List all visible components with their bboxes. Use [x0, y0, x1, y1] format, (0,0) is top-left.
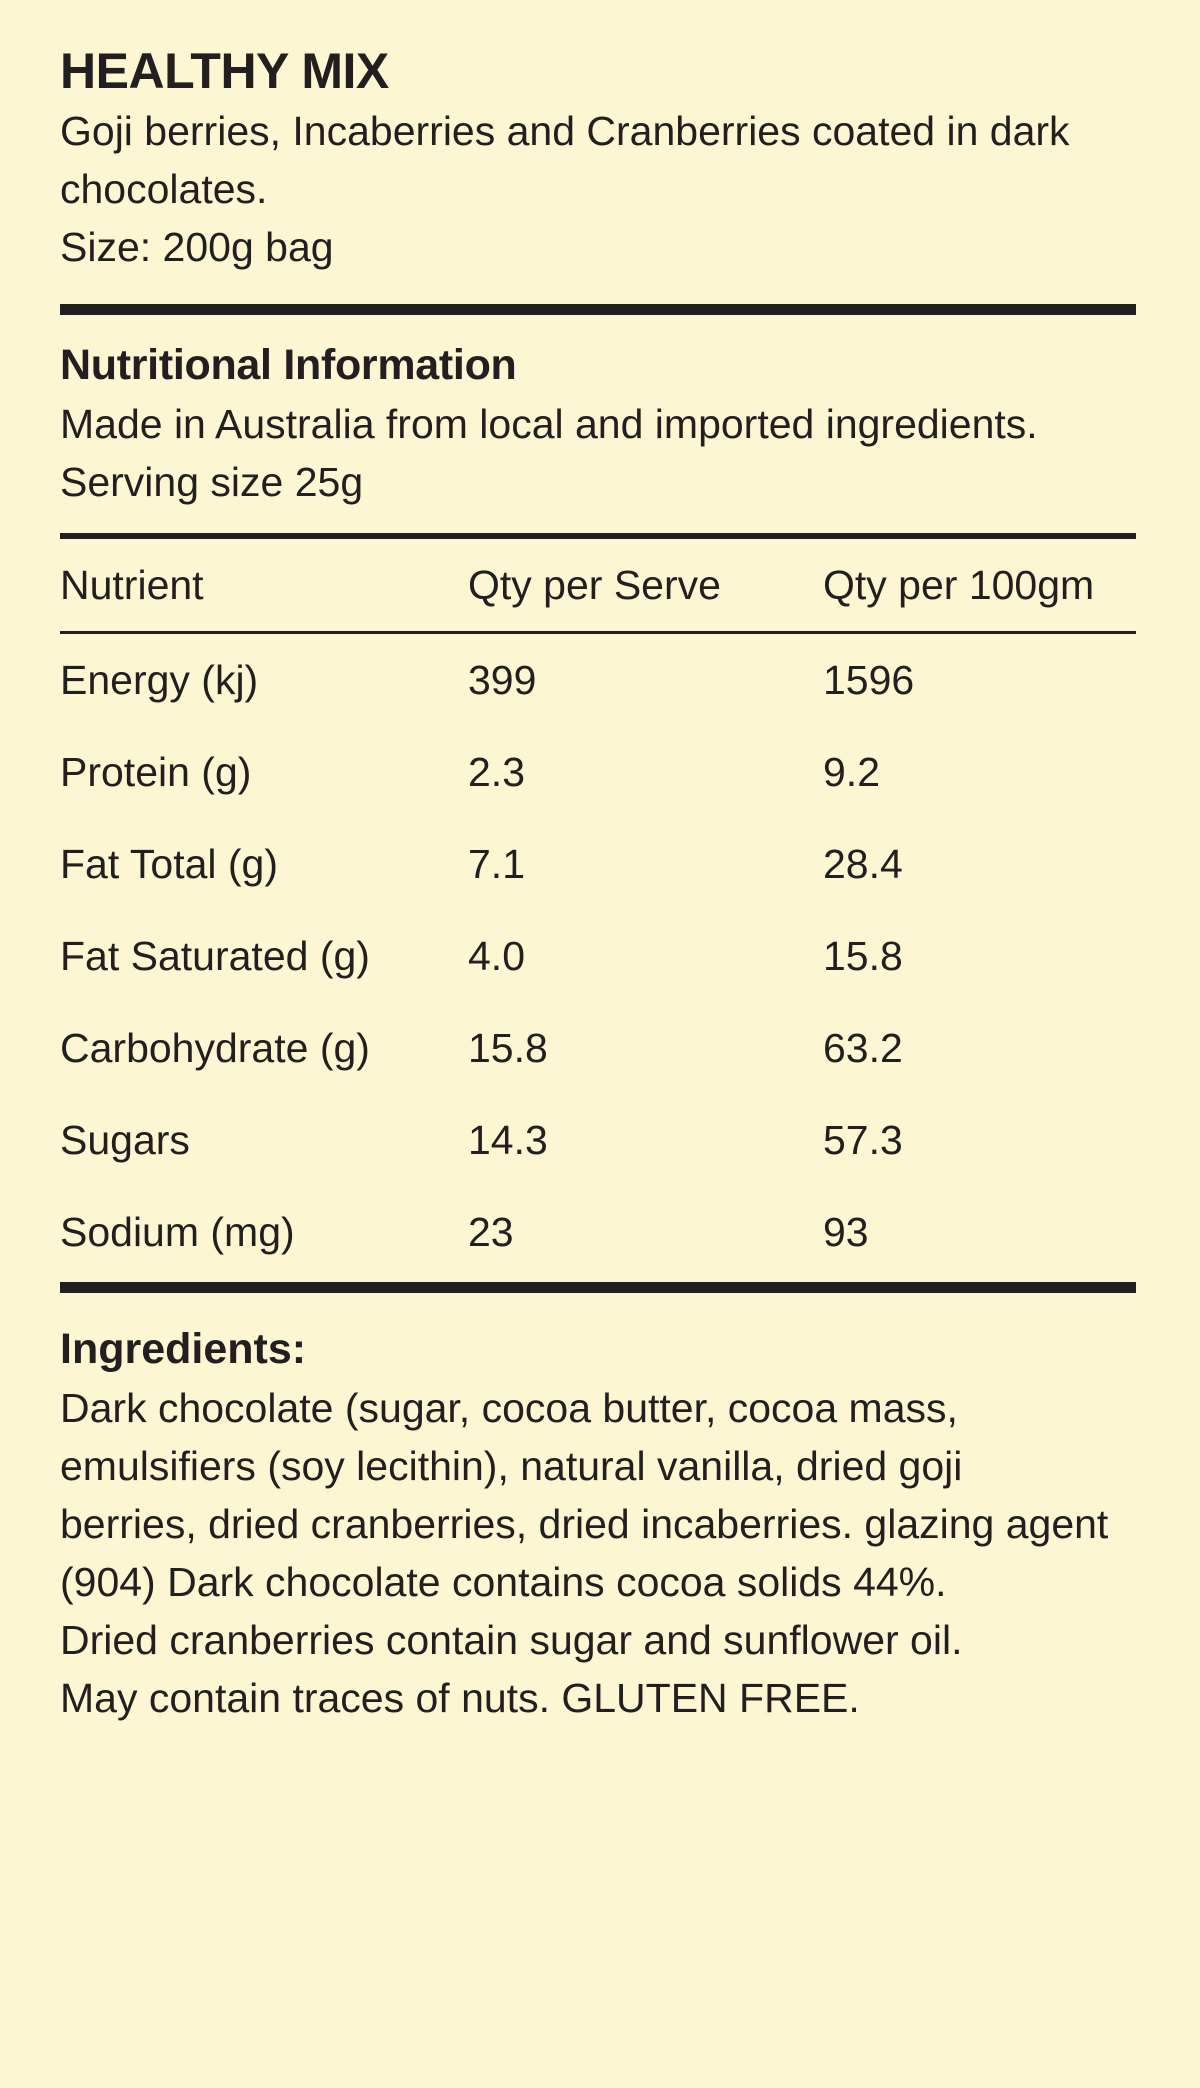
serving-size: Serving size 25g: [60, 459, 364, 505]
product-title: HEALTHY MIX: [60, 43, 389, 99]
ingredients-line: Dark chocolate (sugar, cocoa butter, coc…: [60, 1385, 958, 1431]
product-size: Size: 200g bag: [60, 224, 334, 270]
nutrition-label: HEALTHY MIX Goji berries, Incaberries an…: [60, 40, 1136, 1727]
qty-per-100: 15.8: [823, 932, 903, 979]
ingredients-line: (904) Dark chocolate contains cocoa soli…: [60, 1559, 947, 1605]
ingredients-line: berries, dried cranberries, dried incabe…: [60, 1501, 1109, 1547]
origin-statement: Made in Australia from local and importe…: [60, 401, 1038, 447]
table-header-row: Nutrient Qty per Serve Qty per 100gm: [60, 539, 1136, 634]
table-row: Fat Saturated (g) 4.0 15.8: [60, 910, 1136, 1002]
qty-per-100: 9.2: [823, 748, 880, 795]
qty-per-serve: 399: [468, 656, 537, 703]
nutrient-name: Sodium (mg): [60, 1208, 295, 1255]
ingredients-line: emulsifiers (soy lecithin), natural vani…: [60, 1443, 963, 1489]
ingredients-text: Dark chocolate (sugar, cocoa butter, coc…: [60, 1379, 1136, 1727]
qty-per-100: 1596: [823, 656, 915, 703]
ingredients-heading: Ingredients:: [60, 1325, 307, 1373]
qty-per-serve: 4.0: [468, 932, 525, 979]
qty-per-serve: 14.3: [468, 1116, 548, 1163]
nutrient-name: Carbohydrate (g): [60, 1024, 370, 1071]
column-header-per-serve: Qty per Serve: [468, 561, 721, 608]
ingredients-line: Dried cranberries contain sugar and sunf…: [60, 1617, 963, 1663]
qty-per-serve: 15.8: [468, 1024, 548, 1071]
qty-per-serve: 2.3: [468, 748, 525, 795]
qty-per-100: 28.4: [823, 840, 903, 887]
nutrition-heading: Nutritional Information: [60, 341, 517, 389]
table-row: Sodium (mg) 23 93: [60, 1186, 1136, 1278]
table-row: Protein (g) 2.3 9.2: [60, 726, 1136, 818]
column-header-per-100: Qty per 100gm: [823, 561, 1095, 608]
section-divider: [60, 304, 1136, 315]
qty-per-serve: 7.1: [468, 840, 525, 887]
table-row: Fat Total (g) 7.1 28.4: [60, 818, 1136, 910]
table-body: Energy (kj) 399 1596 Protein (g) 2.3 9.2…: [60, 634, 1136, 1278]
qty-per-100: 63.2: [823, 1024, 903, 1071]
ingredients-line: May contain traces of nuts. GLUTEN FREE.: [60, 1675, 860, 1721]
nutrient-name: Fat Saturated (g): [60, 932, 370, 979]
table-row: Energy (kj) 399 1596: [60, 634, 1136, 726]
table-row: Carbohydrate (g) 15.8 63.2: [60, 1002, 1136, 1094]
table-row: Sugars 14.3 57.3: [60, 1094, 1136, 1186]
nutrient-name: Fat Total (g): [60, 840, 278, 887]
qty-per-serve: 23: [468, 1208, 514, 1255]
qty-per-100: 57.3: [823, 1116, 903, 1163]
product-description: Goji berries, Incaberries and Cranberrie…: [60, 108, 1070, 212]
nutrient-name: Energy (kj): [60, 656, 259, 703]
table-top-rule: [60, 533, 1136, 539]
nutrient-name: Protein (g): [60, 748, 252, 795]
column-header-nutrient: Nutrient: [60, 561, 204, 608]
qty-per-100: 93: [823, 1208, 869, 1255]
section-divider: [60, 1282, 1136, 1293]
nutrient-name: Sugars: [60, 1116, 190, 1163]
nutrition-table: Nutrient Qty per Serve Qty per 100gm Ene…: [60, 539, 1136, 1278]
